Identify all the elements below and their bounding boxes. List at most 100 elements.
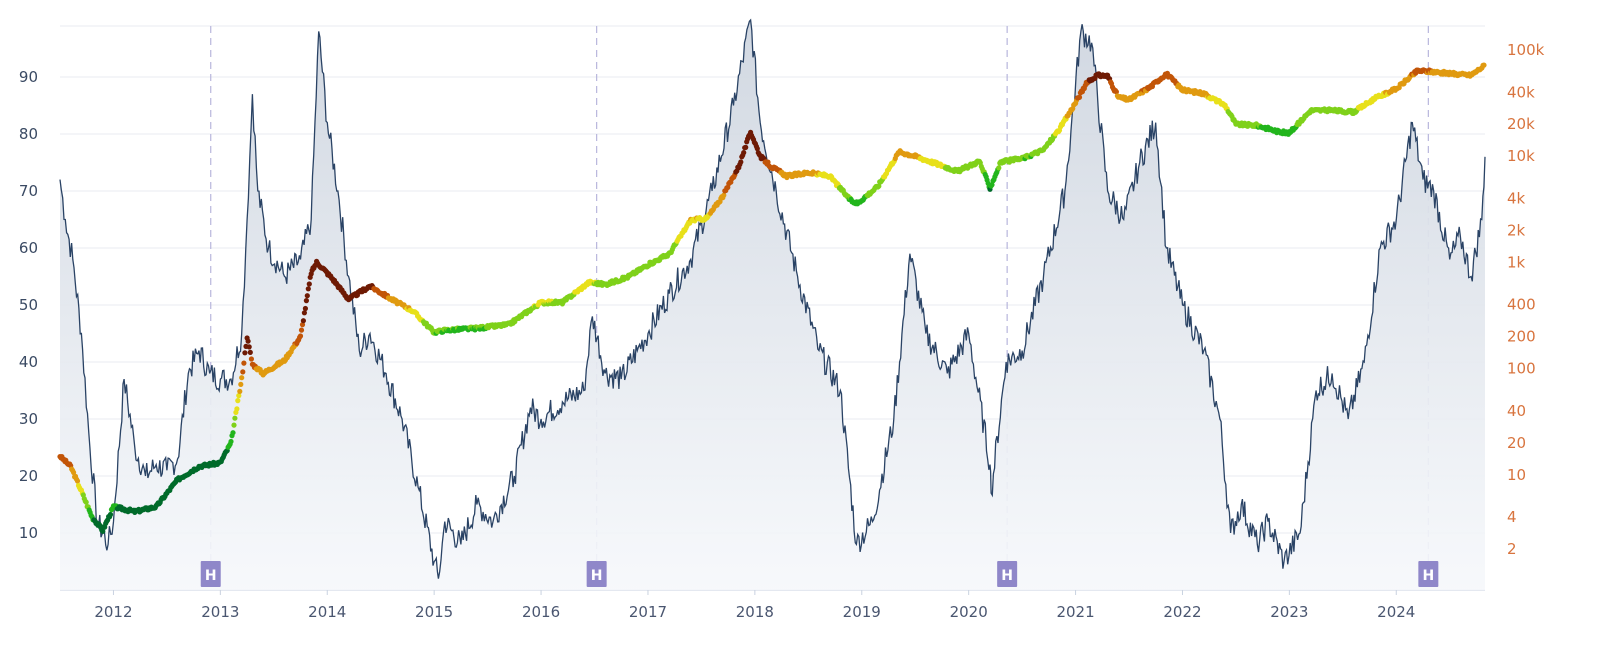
price-dot [297,333,304,339]
left-tick-label: 80 [19,125,38,143]
x-axis: 2012 2013 2014 2015 2016 2017 2018 2019 2020 2021… [94,590,1415,621]
price-dot [74,478,81,484]
price-dot [721,192,727,198]
halving-marker-box [200,561,221,587]
x-tick-label: 2017 [629,603,667,621]
price-dot [301,310,307,316]
price-dot [100,528,106,534]
price-dot [240,369,246,375]
right-tick-label: 400 [1507,296,1536,314]
halving-marker: H [200,561,221,587]
price-dot [247,349,253,355]
right-tick-label: 1k [1507,253,1526,271]
price-dot [248,356,254,362]
left-tick-label: 40 [19,353,38,371]
left-tick-label: 60 [19,239,38,257]
right-axis-ticks: 2 4 10 20 40 100 200 400 1k 2k 4k 10k 20k 40k 100k [1507,41,1545,558]
oscillator-area-fill [60,20,1485,590]
price-dot [1076,94,1083,100]
right-tick-label: 10k [1507,147,1535,165]
price-dot [235,398,241,404]
price-dot [754,146,760,152]
price-dot [71,469,77,476]
oscillator-area [60,20,1485,590]
price-dot [242,350,248,356]
right-tick-label: 40 [1507,402,1526,420]
price-dot [230,430,236,436]
x-tick-label: 2021 [1056,603,1094,621]
right-tick-label: 4 [1507,508,1517,526]
price-dot [306,281,312,287]
left-tick-label: 90 [19,68,38,86]
right-tick-label: 100 [1507,360,1536,378]
price-dot [876,183,882,189]
price-dot [245,338,251,344]
price-dot [305,286,311,292]
x-tick-label: 2016 [522,603,560,621]
right-tick-label: 10 [1507,466,1526,484]
right-tick-label: 20 [1507,434,1526,452]
price-dot [1113,89,1119,95]
halving-marker-box [1418,561,1439,587]
price-dot [738,159,744,165]
price-dot [302,305,308,312]
x-tick-label: 2023 [1270,603,1308,621]
price-dot [231,422,237,428]
left-axis-ticks: 10 20 30 40 50 60 70 80 90 [19,68,38,542]
price-dot [989,182,995,188]
oscillator-line [59,18,1486,579]
price-dot [298,327,305,333]
x-tick-label: 2020 [950,603,988,621]
price-dot [239,375,245,381]
halving-marker-label: H [1001,568,1013,584]
price-dot [303,298,309,304]
left-tick-label: 30 [19,410,38,428]
left-tick-label: 10 [19,524,38,542]
halving-marker: H [586,561,607,587]
right-tick-label: 2k [1507,221,1526,239]
price-dot [743,144,749,150]
oscillator-series-line [59,18,1486,579]
price-dot [234,406,240,412]
price-dot [241,360,247,366]
x-tick-label: 2015 [415,603,453,621]
price-dot [304,293,310,299]
price-dot [237,388,243,394]
right-tick-label: 200 [1507,328,1536,346]
x-tick-label: 2013 [201,603,239,621]
halving-marker-box [586,561,607,587]
x-tick-label: 2018 [736,603,774,621]
left-tick-label: 50 [19,296,38,314]
price-dot [83,499,89,505]
price-dots [57,62,1487,534]
halving-marker: H [997,561,1018,587]
right-tick-label: 2 [1507,540,1517,558]
right-tick-label: 40k [1507,83,1535,101]
x-tick-label: 2024 [1377,603,1415,621]
price-dot [246,344,252,350]
price-dot [238,381,244,387]
price-dot [232,415,238,421]
price-dot [1481,62,1487,68]
halving-marker-label: H [205,568,217,584]
price-dot [228,438,234,445]
price-dot [741,150,747,156]
x-tick-label: 2019 [843,603,881,621]
halving-marker-label: H [1422,568,1434,584]
price-dot [996,165,1002,171]
left-tick-label: 20 [19,467,38,485]
price-dot [299,322,306,328]
halving-marker-label: H [591,568,603,584]
right-tick-label: 100k [1507,41,1545,59]
price-dot [300,318,306,324]
halving-marker-box [997,561,1018,587]
halving-marker: H [1418,561,1439,587]
left-tick-label: 70 [19,182,38,200]
x-tick-label: 2014 [308,603,346,621]
x-tick-label: 2012 [94,603,132,621]
price-dot [107,511,114,518]
right-tick-label: 4k [1507,189,1526,207]
